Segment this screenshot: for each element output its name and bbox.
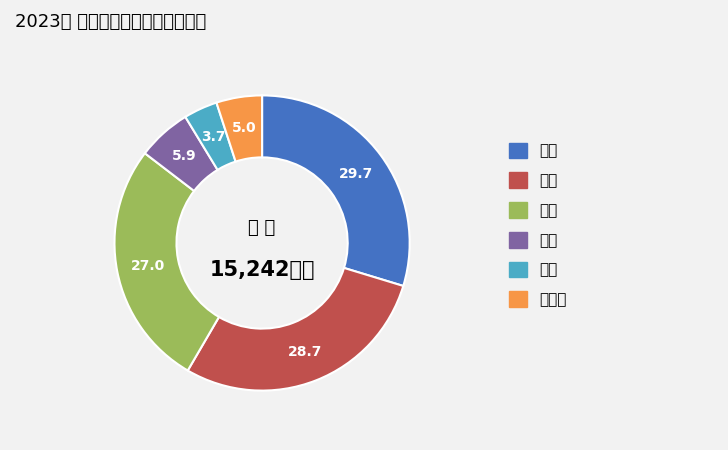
Text: 3.7: 3.7 <box>201 130 226 144</box>
Text: 5.9: 5.9 <box>172 149 197 163</box>
Wedge shape <box>216 95 262 162</box>
Text: 27.0: 27.0 <box>130 259 165 273</box>
Wedge shape <box>186 103 236 170</box>
Text: 29.7: 29.7 <box>339 166 373 180</box>
Wedge shape <box>262 95 410 286</box>
Wedge shape <box>188 268 403 391</box>
Text: 5.0: 5.0 <box>232 121 256 135</box>
Text: 2023年 輸出相手国のシェア（％）: 2023年 輸出相手国のシェア（％） <box>15 14 206 32</box>
Text: 15,242万円: 15,242万円 <box>210 260 314 279</box>
Legend: 米国, 韓国, 中国, 台湾, 香港, その他: 米国, 韓国, 中国, 台湾, 香港, その他 <box>502 136 573 314</box>
Text: 28.7: 28.7 <box>288 345 322 359</box>
Wedge shape <box>145 117 218 191</box>
Wedge shape <box>114 153 219 370</box>
Text: 総 額: 総 額 <box>248 219 276 237</box>
